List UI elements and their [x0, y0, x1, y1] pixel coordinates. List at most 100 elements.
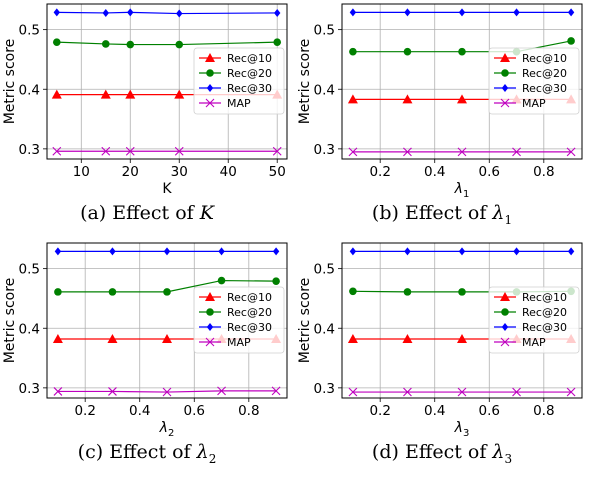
data-point	[404, 8, 411, 17]
legend: Rec@10 Rec@20 Rec@30 MAP	[488, 47, 580, 115]
data-point	[567, 37, 575, 45]
data-point	[403, 147, 412, 157]
data-point	[54, 247, 62, 256]
legend-label: Rec@20	[227, 67, 272, 80]
y-tick-label: 0.4	[314, 82, 335, 98]
caption-symbol: λ	[196, 441, 209, 463]
data-point	[349, 47, 357, 56]
legend-box	[193, 286, 285, 354]
data-point	[271, 386, 281, 396]
legend-entry: MAP	[494, 336, 546, 349]
legend-label: MAP	[522, 97, 546, 110]
x-tick-label: 0.8	[533, 164, 554, 180]
x-axis-label: K	[162, 181, 172, 197]
data-point	[176, 9, 183, 18]
data-point	[163, 247, 171, 256]
legend-marker	[500, 53, 510, 62]
data-point	[108, 288, 117, 296]
legend-marker	[501, 308, 509, 316]
legend-marker	[501, 323, 509, 331]
data-point	[102, 8, 109, 17]
data-point	[347, 94, 358, 104]
data-point	[347, 333, 358, 343]
data-point	[458, 288, 466, 296]
y-tick-label: 0.3	[314, 381, 335, 397]
legend-label: Rec@30	[227, 82, 272, 95]
data-point	[458, 247, 466, 256]
y-tick-label: 0.5	[19, 23, 40, 39]
legend-box	[488, 47, 580, 115]
x-tick-label: 50	[269, 164, 286, 180]
data-point	[163, 288, 171, 296]
x-tick-label: 20	[122, 164, 139, 180]
caption-tag: (a)	[80, 202, 107, 224]
data-point	[566, 387, 576, 397]
data-point	[513, 8, 520, 17]
y-tick-label: 0.4	[314, 321, 335, 337]
x-axis-label: λ2	[159, 420, 175, 439]
legend-label: Rec@20	[522, 306, 567, 319]
legend-marker	[501, 84, 509, 92]
caption-text: Effect of	[404, 441, 487, 463]
data-point	[403, 387, 412, 397]
series-rec-20	[52, 38, 282, 49]
data-point	[52, 333, 63, 343]
legend-label: Rec@10	[227, 52, 272, 65]
data-point	[108, 387, 117, 396]
caption-sub: 1	[504, 212, 513, 227]
series-map	[53, 386, 281, 397]
y-axis-label: Metric score	[2, 278, 18, 364]
data-point	[272, 277, 280, 285]
data-point	[174, 146, 184, 156]
legend-marker	[206, 308, 214, 316]
legend-marker	[500, 98, 510, 108]
series-map	[348, 147, 576, 157]
panel-a: 10 20 30 40 50 0.3 0.4 0.5 Metric score K Rec@10 Re…	[0, 0, 294, 239]
legend-label: Rec@30	[522, 82, 567, 95]
data-point	[217, 386, 226, 396]
data-point	[125, 146, 135, 156]
data-point	[52, 38, 61, 46]
legend-label: Rec@20	[522, 67, 567, 80]
legend-label: MAP	[522, 336, 546, 349]
legend-label: Rec@10	[522, 291, 567, 304]
series-rec-30	[349, 8, 575, 17]
legend-entry: Rec@30	[494, 321, 567, 334]
legend-entry: Rec@20	[494, 306, 567, 319]
y-tick-label: 0.4	[19, 82, 40, 98]
data-point	[109, 247, 116, 256]
legend-entry: MAP	[199, 336, 251, 349]
legend-marker	[500, 292, 510, 301]
data-point	[348, 147, 358, 157]
legend-entry: Rec@20	[199, 306, 272, 319]
data-point	[174, 89, 185, 99]
legend-entry: Rec@10	[494, 291, 567, 304]
x-tick-label: 0.4	[424, 403, 445, 419]
series-rec-30	[54, 247, 280, 256]
data-point	[125, 89, 136, 99]
legend-label: MAP	[227, 336, 251, 349]
legend-entry: Rec@10	[199, 291, 272, 304]
data-point	[218, 247, 225, 256]
series-map	[52, 146, 282, 156]
legend: Rec@10 Rec@20 Rec@30 MAP	[488, 286, 580, 354]
y-tick-label: 0.5	[314, 262, 335, 278]
data-point	[52, 146, 62, 156]
x-tick-label: 0.6	[479, 403, 500, 419]
legend-marker	[205, 292, 215, 301]
legend-marker	[206, 323, 214, 331]
data-point	[567, 247, 575, 256]
caption-symbol: K	[199, 202, 214, 224]
data-point	[273, 38, 282, 46]
data-point	[53, 387, 63, 396]
caption-tag: (c)	[77, 441, 104, 463]
caption-sub: 3	[504, 451, 513, 466]
legend-entry: Rec@10	[199, 52, 272, 65]
y-tick-label: 0.3	[19, 381, 40, 397]
caption-b: (b) Effect of λ1	[295, 202, 589, 227]
legend-marker	[205, 53, 215, 62]
legend-entry: Rec@20	[494, 67, 567, 80]
legend-marker	[500, 337, 510, 347]
